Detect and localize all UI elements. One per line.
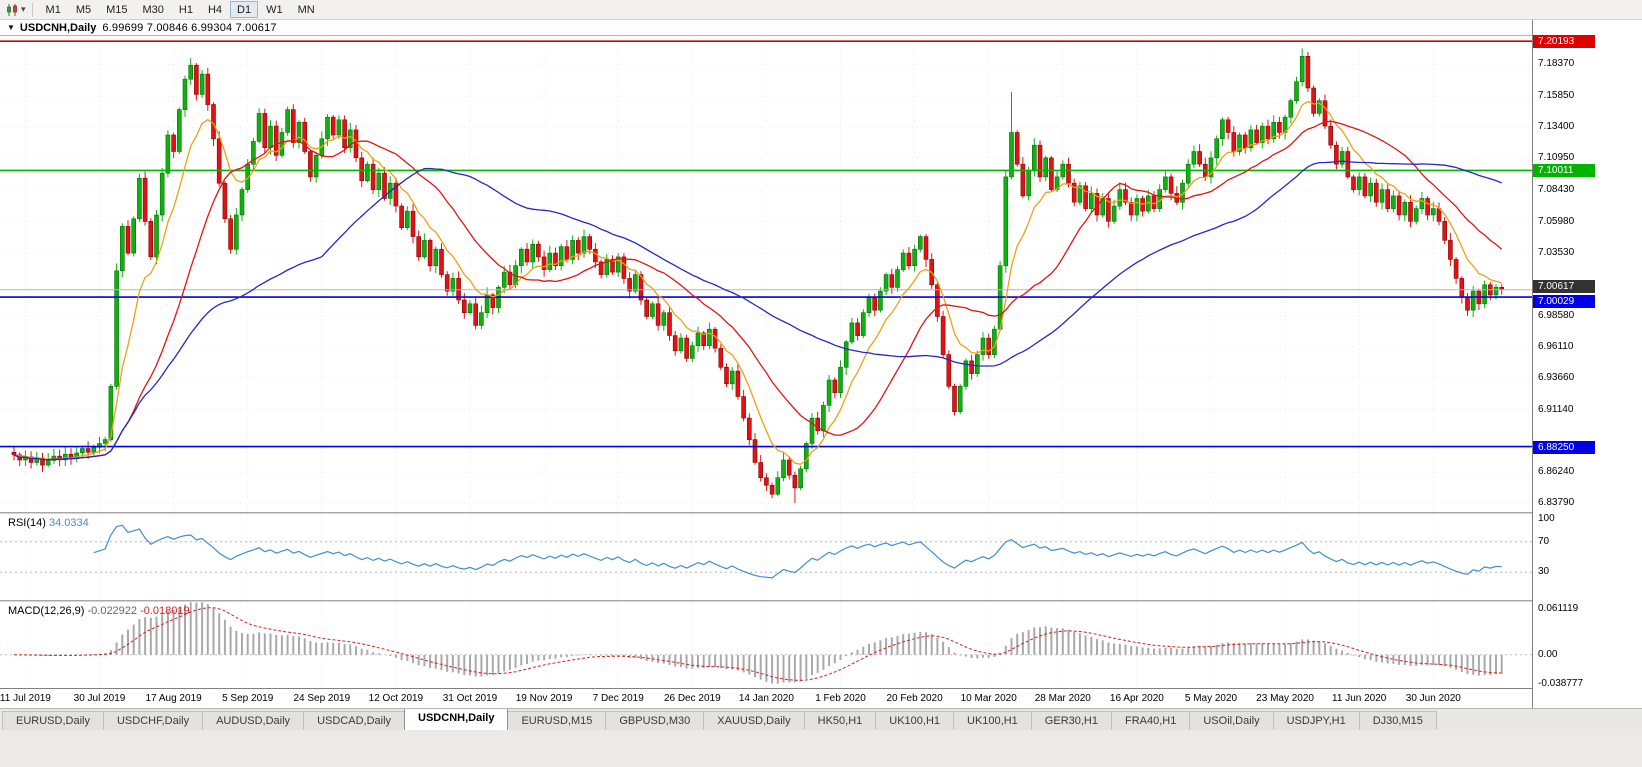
price-axis-label: 6.91140 <box>1538 403 1574 415</box>
price-axis-label: 7.05980 <box>1538 215 1575 227</box>
price-axis[interactable]: 7.18370 7.15850 7.13400 7.10950 7.08430 7.059… <box>1532 20 1642 708</box>
timeframe-toolbar: ▾ M1 M5 M15 M30 H1 H4 D1 W1 MN <box>0 0 1642 20</box>
time-axis[interactable]: 11 Jul 2019 30 Jul 2019 17 Aug 2019 5 Sep 2… <box>0 688 1532 708</box>
status-bar <box>0 730 1642 767</box>
price-axis-label: 7.03530 <box>1538 246 1575 258</box>
tab-gbpusd-m30[interactable]: GBPUSD,M30 <box>605 711 705 730</box>
price-axis-label: 6.96110 <box>1538 340 1574 352</box>
rsi-indicator-panel[interactable] <box>0 514 1532 600</box>
rsi-axis-label: 100 <box>1538 513 1555 524</box>
timeframe-button-m15[interactable]: M15 <box>99 1 134 18</box>
rsi-axis-label: 30 <box>1538 566 1550 578</box>
time-axis-label: 31 Oct 2019 <box>442 693 498 704</box>
dropdown-caret-icon[interactable]: ▾ <box>21 4 26 14</box>
price-axis-label: 7.13400 <box>1538 121 1575 133</box>
main-chart-canvas[interactable] <box>0 36 1532 512</box>
timeframe-button-m30[interactable]: M30 <box>136 1 171 18</box>
tab-xauusd-daily[interactable]: XAUUSD,Daily <box>703 711 805 730</box>
time-axis-label: 20 Feb 2020 <box>886 693 943 704</box>
chart-menu-dropdown-icon[interactable]: ▼ <box>7 23 15 32</box>
tab-uk100-h1-10[interactable]: UK100,H1 <box>953 711 1032 730</box>
timeframe-button-w1[interactable]: W1 <box>259 1 290 18</box>
tab-eurusd-daily[interactable]: EURUSD,Daily <box>2 711 104 730</box>
timeframe-button-h1[interactable]: H1 <box>172 1 200 18</box>
timeframe-button-d1[interactable]: D1 <box>230 1 259 18</box>
main-price-chart[interactable] <box>0 36 1532 512</box>
price-line-badge: 7.00617 <box>1533 279 1595 293</box>
rsi-value: 34.0334 <box>48 517 89 529</box>
chart-title-symbol: USDCNH,Daily <box>19 21 97 34</box>
price-axis-label: 6.83790 <box>1538 497 1575 509</box>
tab-uk100-h1[interactable]: UK100,H1 <box>875 711 955 730</box>
rsi-axis-label: 70 <box>1538 535 1550 547</box>
timeframe-button-mn[interactable]: MN <box>291 1 322 18</box>
timeframe-button-h4[interactable]: H4 <box>201 1 229 18</box>
macd-indicator-panel[interactable] <box>0 602 1532 688</box>
macd-axis-label: 0.061119 <box>1538 602 1579 614</box>
time-axis-label: 30 Jun 2020 <box>1405 693 1461 704</box>
time-axis-label: 10 Mar 2020 <box>960 693 1017 704</box>
time-axis-label: 24 Sep 2019 <box>293 693 351 704</box>
price-line-badge: 6.88250 <box>1533 440 1595 454</box>
macd-title: MACD(12,26,9) <box>8 605 85 617</box>
time-axis-label: 23 May 2020 <box>1256 693 1314 704</box>
panel-splitter[interactable] <box>0 512 1642 514</box>
chart-tab-bar: EURUSD,Daily USDCHF,Daily AUDUSD,Daily USDC… <box>0 708 1642 730</box>
price-axis-label: 7.18370 <box>1538 58 1575 70</box>
price-axis-label: 7.08430 <box>1538 184 1575 196</box>
tab-audusd-daily[interactable]: AUDUSD,Daily <box>202 711 305 730</box>
time-axis-label: 30 Jul 2019 <box>73 693 126 704</box>
price-line-badge: 7.10011 <box>1533 164 1595 178</box>
price-line-badge: 7.20193 <box>1533 35 1595 49</box>
macd-axis-label: -0.038777 <box>1538 678 1584 690</box>
time-axis-label: 11 Jul 2019 <box>0 693 51 704</box>
time-axis-label: 7 Dec 2019 <box>592 693 644 704</box>
tab-usoil-daily[interactable]: USOil,Daily <box>1189 711 1274 730</box>
time-axis-label: 12 Oct 2019 <box>368 693 424 704</box>
tab-dj30-m15[interactable]: DJ30,M15 <box>1358 711 1437 730</box>
chart-caption-bar: ▼ USDCNH,Daily 6.99699 7.00846 6.99304 7… <box>0 20 1642 36</box>
tab-fra40-h1[interactable]: FRA40,H1 <box>1111 711 1191 730</box>
price-axis-label: 7.10950 <box>1538 152 1575 164</box>
price-axis-label: 6.86240 <box>1538 466 1575 478</box>
time-axis-label: 26 Dec 2019 <box>663 693 721 704</box>
time-axis-label: 17 Aug 2019 <box>145 693 202 704</box>
time-axis-label: 1 Feb 2020 <box>815 693 866 704</box>
rsi-indicator-label: RSI(14) 34.0334 <box>8 517 89 529</box>
macd-signal-value: -0.018019 <box>140 605 190 617</box>
time-axis-label: 5 Sep 2019 <box>222 693 274 704</box>
time-axis-label: 28 Mar 2020 <box>1034 693 1091 704</box>
timeframe-button-m1[interactable]: M1 <box>39 1 68 18</box>
price-axis-label: 6.93660 <box>1538 371 1575 383</box>
tab-usdcad-daily[interactable]: USDCAD,Daily <box>303 711 406 730</box>
toolbar-separator <box>31 2 33 17</box>
tab-usdcnh-daily[interactable]: USDCNH,Daily <box>404 709 509 730</box>
macd-main-value: -0.022922 <box>87 605 138 617</box>
price-axis-label: 7.15850 <box>1538 90 1575 102</box>
tab-hk50-h1[interactable]: HK50,H1 <box>803 711 877 730</box>
tab-eurusd-m15[interactable]: EURUSD,M15 <box>507 711 607 730</box>
timeframe-button-m5[interactable]: M5 <box>69 1 98 18</box>
rsi-title: RSI(14) <box>8 517 46 529</box>
macd-axis-label: 0.00 <box>1538 648 1558 660</box>
macd-canvas[interactable] <box>0 602 1532 688</box>
price-line-badge: 7.00029 <box>1533 295 1595 309</box>
chart-title-ohlc-readout: 6.99699 7.00846 6.99304 7.00617 <box>102 21 277 34</box>
panel-splitter[interactable] <box>0 600 1642 602</box>
timeframe-buttons-group: M1 M5 M15 M30 H1 H4 D1 W1 MN <box>39 1 322 18</box>
tab-usdjpy-h1[interactable]: USDJPY,H1 <box>1272 711 1360 730</box>
tab-ger30-h1[interactable]: GER30,H1 <box>1030 711 1112 730</box>
price-axis-label: 6.98580 <box>1538 309 1575 321</box>
candlestick-chart-icon[interactable] <box>5 3 20 17</box>
macd-indicator-label: MACD(12,26,9) -0.022922 -0.018019 <box>8 605 190 617</box>
tab-usdchf-daily[interactable]: USDCHF,Daily <box>102 711 204 730</box>
time-axis-label: 19 Nov 2019 <box>515 693 573 704</box>
time-axis-label: 16 Apr 2020 <box>1109 693 1164 704</box>
time-axis-label: 14 Jan 2020 <box>738 693 794 704</box>
rsi-canvas[interactable] <box>0 514 1532 600</box>
time-axis-label: 5 May 2020 <box>1184 693 1238 704</box>
time-axis-label: 11 Jun 2020 <box>1332 693 1387 704</box>
